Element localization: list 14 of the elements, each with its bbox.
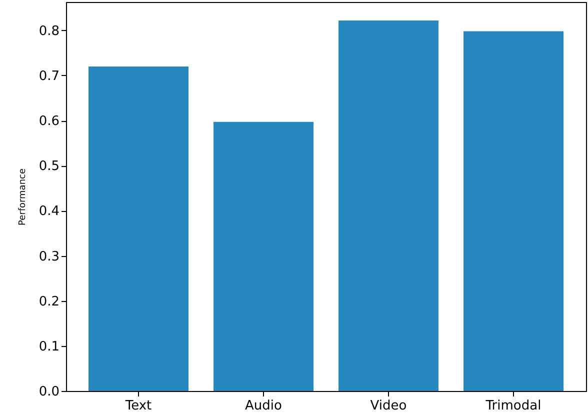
y-tick-label: 0.2 xyxy=(38,294,60,310)
y-tick-label: 0.8 xyxy=(38,24,60,39)
y-tick-label: 0.1 xyxy=(38,339,60,354)
y-axis-title: Performance xyxy=(18,168,28,226)
x-tick-label: Trimodal xyxy=(484,398,542,414)
y-tick-label: 0.3 xyxy=(38,249,60,264)
y-tick-label: 0.6 xyxy=(38,114,60,130)
x-tick-label: Video xyxy=(370,398,407,414)
x-tick-label: Text xyxy=(124,398,152,414)
y-tick-label: 0.5 xyxy=(38,159,60,174)
y-tick-label: 0.4 xyxy=(38,204,60,220)
x-tick-label: Audio xyxy=(245,398,282,414)
y-tick-label: 0.7 xyxy=(38,68,60,84)
y-tick-label: 0.0 xyxy=(38,384,60,400)
